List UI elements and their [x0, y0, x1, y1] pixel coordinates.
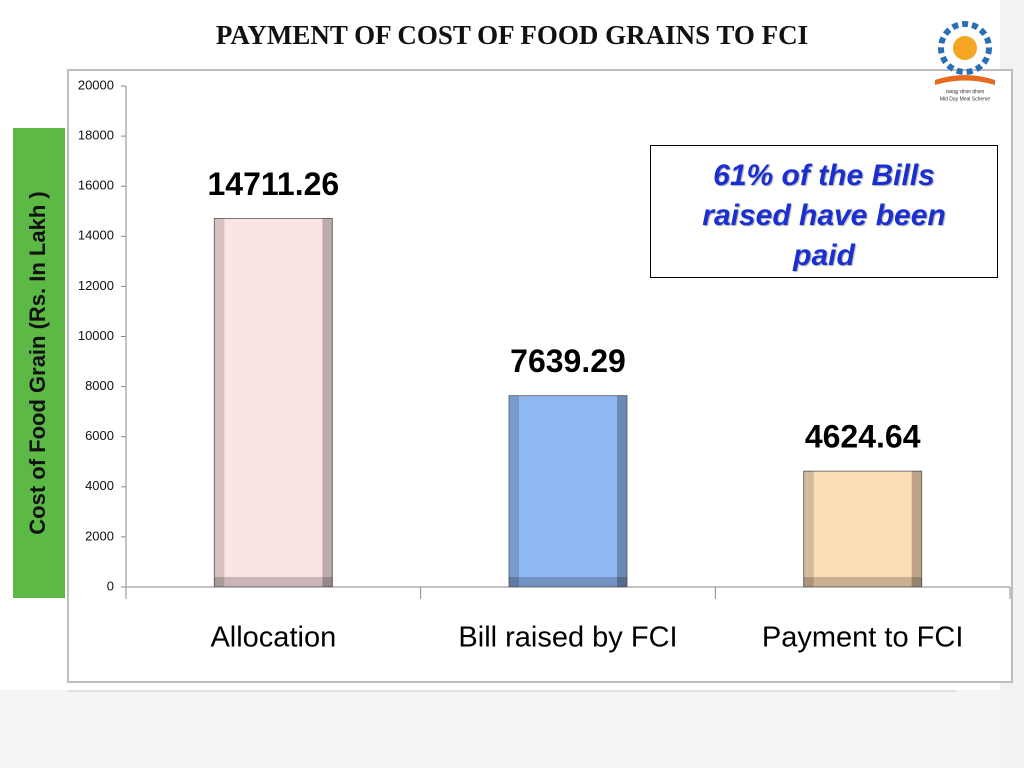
y-axis-label: Cost of Food Grain (Rs. In Lakh ) [25, 191, 50, 534]
y-tick-label: 6000 [85, 428, 114, 443]
bar-bevel [911, 471, 922, 587]
value-label: 7639.29 [510, 343, 626, 379]
bar [508, 395, 628, 588]
bar-bevel [803, 577, 922, 587]
y-tick-label: 4000 [85, 478, 114, 493]
bar-bevel [214, 577, 333, 587]
bar [213, 217, 333, 588]
y-tick-label: 0 [107, 578, 114, 593]
bar-bevel [509, 395, 519, 587]
bar-bevel [617, 395, 627, 587]
y-tick-label: 8000 [85, 378, 114, 393]
y-tick-label: 12000 [78, 278, 114, 293]
bar-bevel [322, 218, 333, 587]
y-tick-label: 10000 [78, 328, 114, 343]
value-label: 14711.26 [207, 166, 339, 202]
chart-title: PAYMENT OF COST OF FOOD GRAINS TO FCI [216, 20, 808, 50]
logo: मध्याह्न भोजन योजना Mid Day Meal Scheme [935, 21, 995, 102]
y-tick-label: 18000 [78, 128, 114, 143]
bar-bevel [803, 471, 814, 587]
x-tick-label: Allocation [210, 622, 336, 654]
bar-bevel [214, 218, 225, 587]
x-tick-label: Bill raised by FCI [458, 622, 677, 654]
bar-bevel [509, 577, 627, 587]
y-label-box [13, 128, 65, 598]
y-tick-label: 20000 [78, 77, 114, 92]
logo-text: Mid Day Meal Scheme [940, 96, 991, 102]
bar [803, 470, 923, 588]
y-tick-label: 2000 [85, 528, 114, 543]
logo-text: मध्याह्न भोजन योजना [946, 88, 985, 95]
x-tick-label: Payment to FCI [762, 622, 963, 654]
y-tick-label: 14000 [78, 228, 114, 243]
y-tick-label: 16000 [78, 178, 114, 193]
value-label: 4624.64 [805, 419, 921, 455]
annotation: 61% of the Bills raised have been paid [650, 145, 998, 278]
